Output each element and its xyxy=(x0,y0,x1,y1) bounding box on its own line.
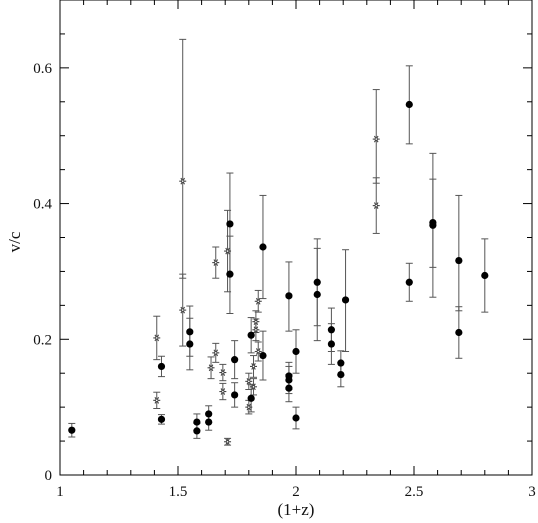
star-center xyxy=(209,366,213,370)
filled-circle-point xyxy=(231,391,239,399)
filled-circle-point xyxy=(327,340,335,348)
y-tick-label: 0.2 xyxy=(33,332,52,348)
star-center xyxy=(247,405,251,409)
filled-circle-point xyxy=(327,326,335,334)
x-tick-label: 1.5 xyxy=(169,484,188,500)
filled-circle-point xyxy=(205,418,213,426)
star-center xyxy=(181,308,185,312)
open-star-point xyxy=(212,259,220,266)
filled-circle-point xyxy=(259,243,267,251)
axis-ticks xyxy=(59,0,533,476)
open-star-point xyxy=(254,297,262,305)
x-axis-title: (1+z) xyxy=(278,500,315,519)
filled-circle-point xyxy=(193,418,201,426)
open-star-point xyxy=(207,364,215,372)
open-star-point xyxy=(219,388,227,395)
star-center xyxy=(256,349,260,354)
filled-circle-point xyxy=(313,278,321,286)
open-star-point xyxy=(179,177,187,185)
y-tick-label: 0.6 xyxy=(33,61,52,77)
open-star-point xyxy=(212,349,220,357)
filled-circle-point xyxy=(157,362,166,371)
filled-circle-point xyxy=(405,100,413,109)
star-center xyxy=(254,320,258,324)
error-bars xyxy=(68,38,489,446)
filled-circle-point xyxy=(186,340,194,348)
open-star-point xyxy=(153,334,161,342)
open-star-point xyxy=(153,396,161,404)
plot-frame xyxy=(59,0,533,476)
filled-circle-point xyxy=(455,256,463,265)
x-tick-label: 3 xyxy=(528,484,536,500)
filled-circle-point xyxy=(337,359,345,367)
open-star-point xyxy=(179,306,187,314)
filled-circle-point xyxy=(292,414,300,422)
y-axis-title: v/c xyxy=(5,231,24,252)
open-star-point xyxy=(245,403,253,411)
filled-circle-point xyxy=(285,384,293,392)
filled-circle-point xyxy=(337,370,345,379)
filled-circle-point xyxy=(341,296,350,304)
star-center xyxy=(181,179,185,183)
filled-circle-point xyxy=(405,278,413,286)
filled-circle-point xyxy=(157,415,166,423)
star-center xyxy=(374,137,378,141)
data-markers xyxy=(68,100,489,446)
open-star-point xyxy=(372,202,380,209)
x-tick-label: 2.5 xyxy=(405,484,424,500)
open-star-point xyxy=(219,369,227,376)
open-star-point xyxy=(254,348,262,355)
star-center xyxy=(214,351,218,355)
filled-circle-point xyxy=(247,394,255,402)
star-center xyxy=(225,249,230,253)
star-center xyxy=(251,364,256,369)
filled-circle-point xyxy=(285,292,293,300)
star-center xyxy=(374,204,378,208)
star-center xyxy=(155,398,159,402)
filled-circle-point xyxy=(285,376,293,384)
open-star-point xyxy=(252,326,260,334)
star-center xyxy=(214,261,218,265)
open-star-point xyxy=(250,363,258,370)
open-star-point xyxy=(250,383,258,391)
filled-circle-point xyxy=(226,220,234,228)
filled-circle-point xyxy=(247,331,255,339)
filled-circle-point xyxy=(193,427,201,435)
filled-circle-point xyxy=(481,271,489,280)
tick-labels: 1 1.5 2 2.5 3 0 0.2 0.4 0.6 xyxy=(33,61,536,500)
open-star-point xyxy=(372,135,380,143)
y-tick-label: 0 xyxy=(45,468,53,484)
open-star-point xyxy=(245,377,253,385)
filled-circle-point xyxy=(429,221,437,229)
filled-circle-point xyxy=(186,328,194,336)
open-star-point xyxy=(224,247,232,255)
open-star-point xyxy=(224,438,232,446)
filled-circle-point xyxy=(313,290,321,299)
x-tick-label: 1 xyxy=(56,484,64,500)
filled-circle-point xyxy=(292,347,300,356)
filled-circle-point xyxy=(259,351,267,360)
star-center xyxy=(221,370,225,375)
star-center xyxy=(254,328,258,332)
star-center xyxy=(247,379,251,383)
star-center xyxy=(221,389,225,394)
star-center xyxy=(225,440,230,444)
y-tick-label: 0.4 xyxy=(33,197,52,213)
star-center xyxy=(155,336,159,340)
filled-circle-point xyxy=(455,328,463,337)
open-star-point xyxy=(252,318,260,326)
star-center xyxy=(251,385,256,389)
x-tick-label: 2 xyxy=(292,484,300,500)
star-center xyxy=(256,299,260,303)
filled-circle-point xyxy=(205,410,213,418)
filled-circle-point xyxy=(231,356,239,364)
filled-circle-point xyxy=(226,270,234,278)
filled-circle-point xyxy=(68,426,76,434)
